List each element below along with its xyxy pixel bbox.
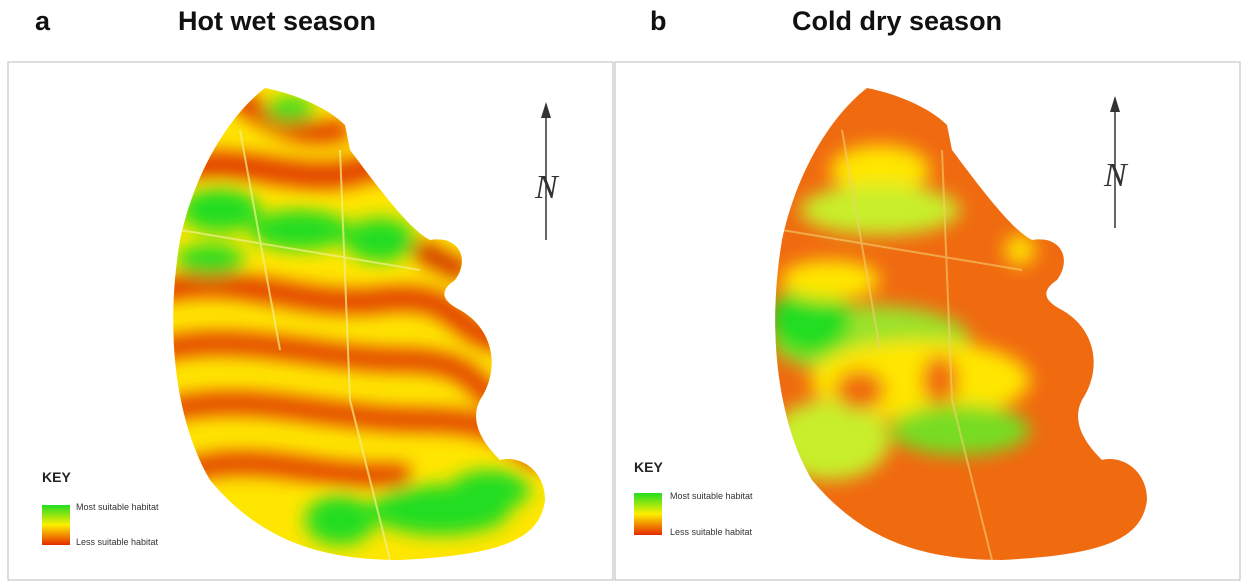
panel-title: Hot wet season	[178, 6, 376, 36]
figure: a Hot wet season b Cold dry season	[0, 0, 1243, 585]
north-arrowhead	[541, 102, 551, 118]
key-gradient	[42, 505, 70, 545]
key-title: KEY	[634, 459, 663, 475]
key-label: Most suitable habitat	[670, 491, 753, 501]
panel-letter: b	[650, 6, 667, 36]
key-label: Most suitable habitat	[76, 502, 159, 512]
north-label: N	[534, 169, 560, 206]
key-label: Less suitable habitat	[76, 537, 159, 547]
habitat-map	[150, 80, 570, 570]
key-title: KEY	[42, 469, 71, 485]
habitat-map	[752, 80, 1172, 570]
north-label: N	[1103, 157, 1129, 194]
panel-letter: a	[35, 6, 51, 36]
key-label: Less suitable habitat	[670, 527, 753, 537]
key-gradient	[634, 493, 662, 535]
north-arrowhead	[1110, 96, 1120, 112]
panel-title: Cold dry season	[792, 6, 1002, 36]
